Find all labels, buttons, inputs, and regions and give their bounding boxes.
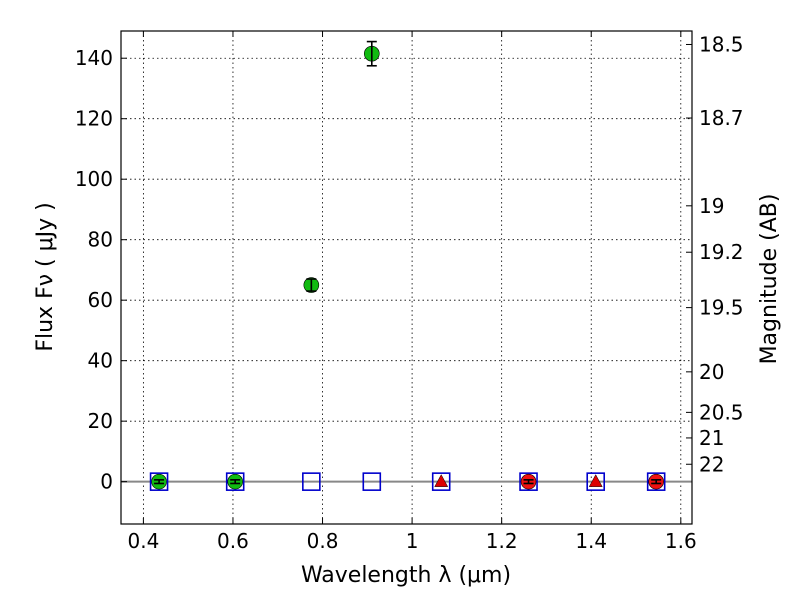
upper-limit-square [431, 472, 451, 491]
x-tick-label: 0.4 [127, 529, 159, 553]
right-tick-label: 20 [699, 360, 724, 384]
right-tick-label: 20.5 [699, 400, 744, 424]
upper-limit-square [362, 472, 382, 491]
x-axis-ticks: 0.4 0.6 0.8 1 1.2 1.4 1.6 [127, 31, 697, 553]
right-tick-label: 18.5 [699, 32, 744, 56]
right-tick-label: 19.5 [699, 296, 744, 320]
y-axis-label: Flux Fν ( μJy ) [33, 202, 58, 351]
data-point-triangle [434, 474, 449, 487]
right-tick-label: 19.2 [699, 240, 744, 264]
upper-limit-square [519, 472, 538, 491]
y-tick-label: 20 [88, 409, 113, 433]
y-tick-label: 120 [75, 107, 113, 131]
upper-limit-square [302, 472, 321, 491]
data-marks [149, 40, 666, 491]
upper-limit-square [646, 472, 666, 491]
y-tick-label: 80 [88, 228, 113, 252]
plot-frame [120, 30, 693, 525]
y-tick-label: 60 [88, 288, 113, 312]
upper-limit-square [149, 472, 169, 491]
right-axis-label: Magnitude (AB) [757, 194, 782, 365]
y-tick-label: 100 [75, 167, 113, 191]
right-tick-label: 19 [699, 194, 724, 218]
x-tick-label: 1 [406, 529, 419, 553]
x-tick-label: 1.6 [665, 529, 697, 553]
right-tick-label: 22 [699, 452, 724, 476]
y-tick-label: 0 [100, 470, 113, 494]
x-axis-label: Wavelength λ (μm) [301, 563, 511, 588]
x-tick-label: 1.4 [575, 529, 607, 553]
y-axis-ticks: 0 20 40 60 80 100 120 140 [75, 46, 127, 494]
grid [121, 31, 692, 524]
y-tick-label: 140 [75, 46, 113, 70]
right-tick-label: 21 [699, 426, 724, 450]
x-tick-label: 1.2 [486, 529, 518, 553]
right-tick-label: 18.7 [699, 106, 744, 130]
x-tick-label: 0.6 [217, 529, 249, 553]
x-tick-label: 0.8 [307, 529, 339, 553]
y-tick-label: 40 [88, 349, 113, 373]
upper-limit-square [225, 472, 245, 491]
upper-limit-square [586, 472, 606, 491]
data-point-triangle [588, 474, 603, 487]
